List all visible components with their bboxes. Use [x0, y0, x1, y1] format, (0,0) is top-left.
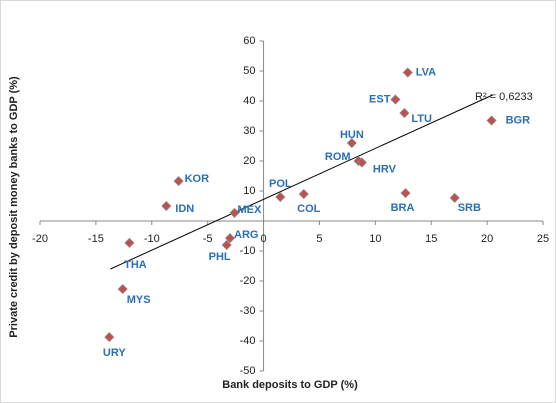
- point-label: EST: [369, 93, 391, 105]
- point: [449, 192, 460, 203]
- point: [390, 94, 401, 105]
- point: [298, 188, 309, 200]
- point: [161, 200, 172, 212]
- point: [117, 284, 128, 295]
- y-tick-label: -10: [240, 245, 256, 257]
- point-label: COL: [297, 203, 321, 215]
- point-label: IDN: [175, 203, 194, 215]
- x-tick-label: 10: [369, 233, 381, 245]
- point-label: MYS: [127, 294, 151, 306]
- x-tick-label: 15: [425, 233, 437, 245]
- x-tick-label: 25: [537, 233, 549, 245]
- point-label: BGR: [506, 114, 531, 126]
- x-tick-label: 5: [316, 233, 322, 245]
- y-tick-label: 60: [243, 35, 255, 47]
- x-tick-label: -15: [88, 233, 104, 245]
- point-label: URY: [103, 347, 126, 359]
- y-tick-label: -50: [240, 365, 256, 377]
- point-label: HUN: [340, 129, 364, 141]
- x-tick-label: 0: [260, 233, 266, 245]
- point: [229, 207, 240, 218]
- trendline: [110, 94, 493, 270]
- point-label: HRV: [373, 163, 397, 175]
- point-label: KOR: [185, 173, 210, 185]
- point-label: BRA: [391, 202, 415, 214]
- point: [221, 239, 232, 251]
- r-squared: R² = 0,6233: [475, 91, 533, 103]
- point-label: POL: [269, 178, 292, 190]
- point-label: PHL: [209, 251, 231, 263]
- x-tick-label: 20: [481, 233, 493, 245]
- y-tick-label: -30: [240, 305, 256, 317]
- point-label: ROM: [325, 151, 351, 163]
- point-label: LTU: [411, 113, 432, 125]
- point: [275, 191, 286, 203]
- y-tick-label: 40: [243, 95, 255, 107]
- y-tick-label: 50: [243, 65, 255, 77]
- point: [124, 237, 135, 248]
- y-tick-label: -40: [240, 335, 256, 347]
- y-tick-label: 10: [243, 185, 255, 197]
- x-tick-label: -10: [144, 233, 160, 245]
- point-label: ARG: [234, 229, 258, 241]
- y-axis-title: Private credit by deposit money banks to…: [8, 76, 20, 338]
- point: [346, 137, 357, 149]
- point-label: LVA: [416, 66, 436, 78]
- point: [224, 233, 236, 244]
- point-label: MEX: [237, 204, 262, 216]
- point: [173, 176, 184, 187]
- point: [486, 115, 497, 126]
- y-tick-label: 30: [243, 125, 255, 137]
- point: [399, 107, 410, 119]
- y-tick-label: -20: [240, 275, 256, 287]
- x-tick-label: -5: [203, 233, 213, 245]
- point: [402, 67, 413, 78]
- x-tick-label: -20: [32, 233, 48, 245]
- point-label: THA: [124, 259, 147, 271]
- point: [400, 188, 411, 199]
- point: [104, 332, 115, 343]
- y-tick-label: 20: [243, 155, 255, 167]
- point: [356, 157, 367, 168]
- x-axis-title: Bank deposits to GDP (%): [222, 379, 358, 391]
- point-label: SRB: [458, 202, 481, 214]
